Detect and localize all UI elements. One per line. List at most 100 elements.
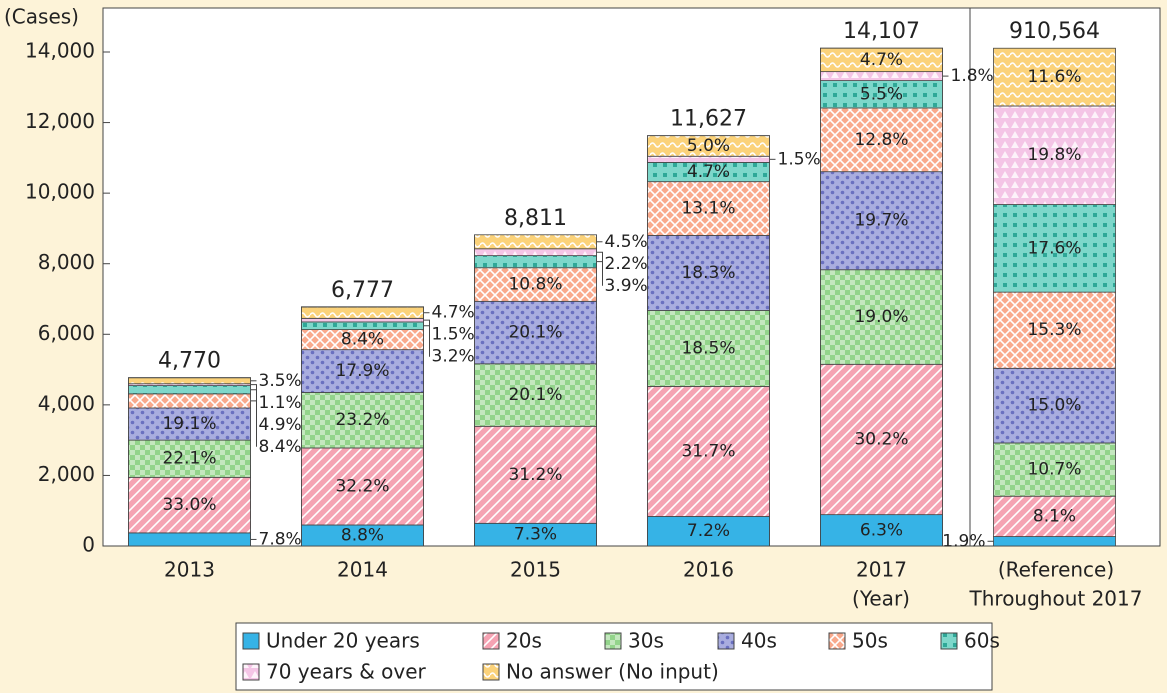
total-label: 910,564	[1009, 19, 1100, 44]
reference-label: Throughout 2017	[969, 587, 1143, 611]
segment-label: 4.7%	[860, 50, 903, 70]
bar-segment	[301, 392, 424, 449]
bar-segment	[128, 385, 251, 395]
bar-segment	[128, 439, 251, 478]
legend-swatch	[717, 632, 735, 650]
y-tick-label: 0	[82, 533, 95, 557]
connector	[596, 261, 603, 286]
bar-segment	[474, 255, 597, 269]
segment-label: 4.9%	[259, 415, 302, 435]
segment-label: 15.0%	[1027, 396, 1081, 416]
bar-segment	[474, 300, 597, 365]
legend-label: No answer (No input)	[506, 660, 719, 684]
segment-label: 7.8%	[259, 529, 302, 549]
x-tick-label: 2013	[164, 558, 215, 582]
bar-segment	[820, 107, 943, 173]
bar-segment	[301, 321, 424, 330]
legend-label: 20s	[506, 629, 542, 653]
connector	[596, 251, 603, 264]
x-tick-label: 2015	[510, 558, 561, 582]
reference-label: (Reference)	[998, 558, 1114, 582]
legend-swatch	[940, 632, 958, 650]
segment-label: 15.3%	[1027, 320, 1081, 340]
legend-label: Under 20 years	[266, 629, 420, 653]
segment-label: 1.9%	[942, 531, 985, 551]
bar-segment	[993, 47, 1116, 107]
segment-label: 12.8%	[854, 130, 908, 150]
segment-label: 19.8%	[1027, 145, 1081, 165]
bar-segment	[128, 532, 251, 547]
y-tick-label: 4,000	[38, 391, 95, 415]
segment-label: 13.1%	[681, 199, 735, 219]
segment-label: 17.9%	[335, 361, 389, 381]
segment-label: 20.1%	[508, 323, 562, 343]
segment-label: 8.4%	[341, 330, 384, 350]
segment-label: 7.3%	[514, 525, 557, 545]
segment-label: 4.7%	[432, 303, 475, 323]
segment-label: 17.6%	[1027, 238, 1081, 258]
bar-segment	[474, 234, 597, 250]
legend-swatch	[242, 632, 260, 650]
bar-segment	[301, 349, 424, 393]
segment-label: 33.0%	[162, 495, 216, 515]
bar-segment	[128, 393, 251, 409]
legend-label: 40s	[741, 629, 777, 653]
bar-segment	[474, 248, 597, 257]
legend-swatch	[828, 632, 846, 650]
segment-label: 32.2%	[335, 476, 389, 496]
bar-segment	[647, 155, 770, 163]
bar-segment	[647, 386, 770, 517]
segment-label: 4.7%	[687, 162, 730, 182]
legend-label: 50s	[852, 629, 888, 653]
segment-label: 3.5%	[259, 371, 302, 391]
segment-label: 10.7%	[1027, 460, 1081, 480]
connector	[250, 400, 257, 447]
legend-swatch	[482, 663, 500, 681]
segment-label: 5.0%	[687, 136, 730, 156]
x-tick-label: 2017	[856, 558, 907, 582]
segment-label: 18.3%	[681, 263, 735, 283]
bar-segment	[647, 310, 770, 387]
segment-label: 19.0%	[854, 307, 908, 327]
legend-swatch	[482, 632, 500, 650]
total-label: 8,811	[504, 206, 567, 231]
bar-segment	[820, 363, 943, 516]
bar-segment	[993, 495, 1116, 537]
legend-swatch	[242, 663, 260, 681]
total-label: 4,770	[158, 349, 221, 374]
segment-label: 1.1%	[259, 393, 302, 413]
bar-segment	[993, 367, 1116, 444]
segment-label: 2.2%	[605, 254, 648, 274]
y-tick-label: 6,000	[38, 321, 95, 345]
bar-segment	[647, 135, 770, 157]
legend-swatch	[604, 632, 622, 650]
segment-label: 19.1%	[162, 414, 216, 434]
x-tick-label: 2016	[683, 558, 734, 582]
segment-label: 22.1%	[162, 449, 216, 469]
segment-label: 3.9%	[605, 276, 648, 296]
bar-segment	[993, 105, 1116, 205]
connector	[423, 325, 430, 357]
bar-segment	[820, 71, 943, 81]
segment-label: 5.5%	[860, 84, 903, 104]
segment-label: 3.2%	[432, 347, 475, 367]
y-tick-label: 10,000	[25, 180, 95, 204]
segment-label: 8.8%	[341, 525, 384, 545]
y-tick-label: 8,000	[38, 250, 95, 274]
segment-label: 1.5%	[778, 149, 821, 169]
bar-segment	[647, 235, 770, 311]
segment-label: 31.2%	[508, 465, 562, 485]
segment-label: 6.3%	[860, 520, 903, 540]
segment-label: 30.2%	[854, 429, 908, 449]
bar-segment	[474, 267, 597, 302]
bar-segment	[820, 269, 943, 365]
bar-segment	[993, 442, 1116, 497]
segment-label: 23.2%	[335, 410, 389, 430]
segment-label: 4.5%	[605, 232, 648, 252]
bar-segment	[301, 317, 424, 323]
y-tick-label: 14,000	[25, 39, 95, 63]
segment-label: 20.1%	[508, 385, 562, 405]
x-axis-label: (Year)	[852, 587, 910, 611]
y-axis-label: (Cases)	[4, 5, 79, 29]
x-tick-label: 2014	[337, 558, 388, 582]
